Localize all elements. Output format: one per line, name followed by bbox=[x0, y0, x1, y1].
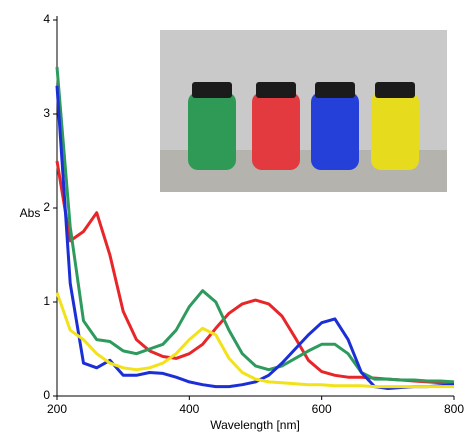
x-tick-label: 600 bbox=[312, 402, 332, 416]
vial-green bbox=[188, 82, 236, 170]
photo-inset bbox=[160, 30, 447, 192]
y-tick-label: 1 bbox=[43, 294, 50, 308]
data-line bbox=[55, 160, 455, 386]
x-tick-label: 400 bbox=[179, 402, 199, 416]
vial-red bbox=[252, 82, 300, 170]
vial-yellow bbox=[371, 82, 419, 170]
data-line bbox=[55, 66, 455, 384]
y-tick-label: 2 bbox=[43, 200, 50, 214]
vial-blue bbox=[311, 82, 359, 170]
y-tick-label: 3 bbox=[43, 106, 50, 120]
x-tick-label: 200 bbox=[47, 402, 67, 416]
plot-area: 0 1 2 3 4 200 400 600 800 bbox=[43, 12, 464, 416]
x-axis-label: Wavelength [nm] bbox=[210, 418, 300, 432]
y-tick-label: 4 bbox=[43, 12, 50, 26]
y-tick-label: 0 bbox=[43, 388, 50, 402]
data-line bbox=[55, 292, 454, 389]
y-axis-label: Abs bbox=[20, 206, 41, 220]
data-line bbox=[55, 85, 455, 390]
x-tick-label: 800 bbox=[444, 402, 464, 416]
